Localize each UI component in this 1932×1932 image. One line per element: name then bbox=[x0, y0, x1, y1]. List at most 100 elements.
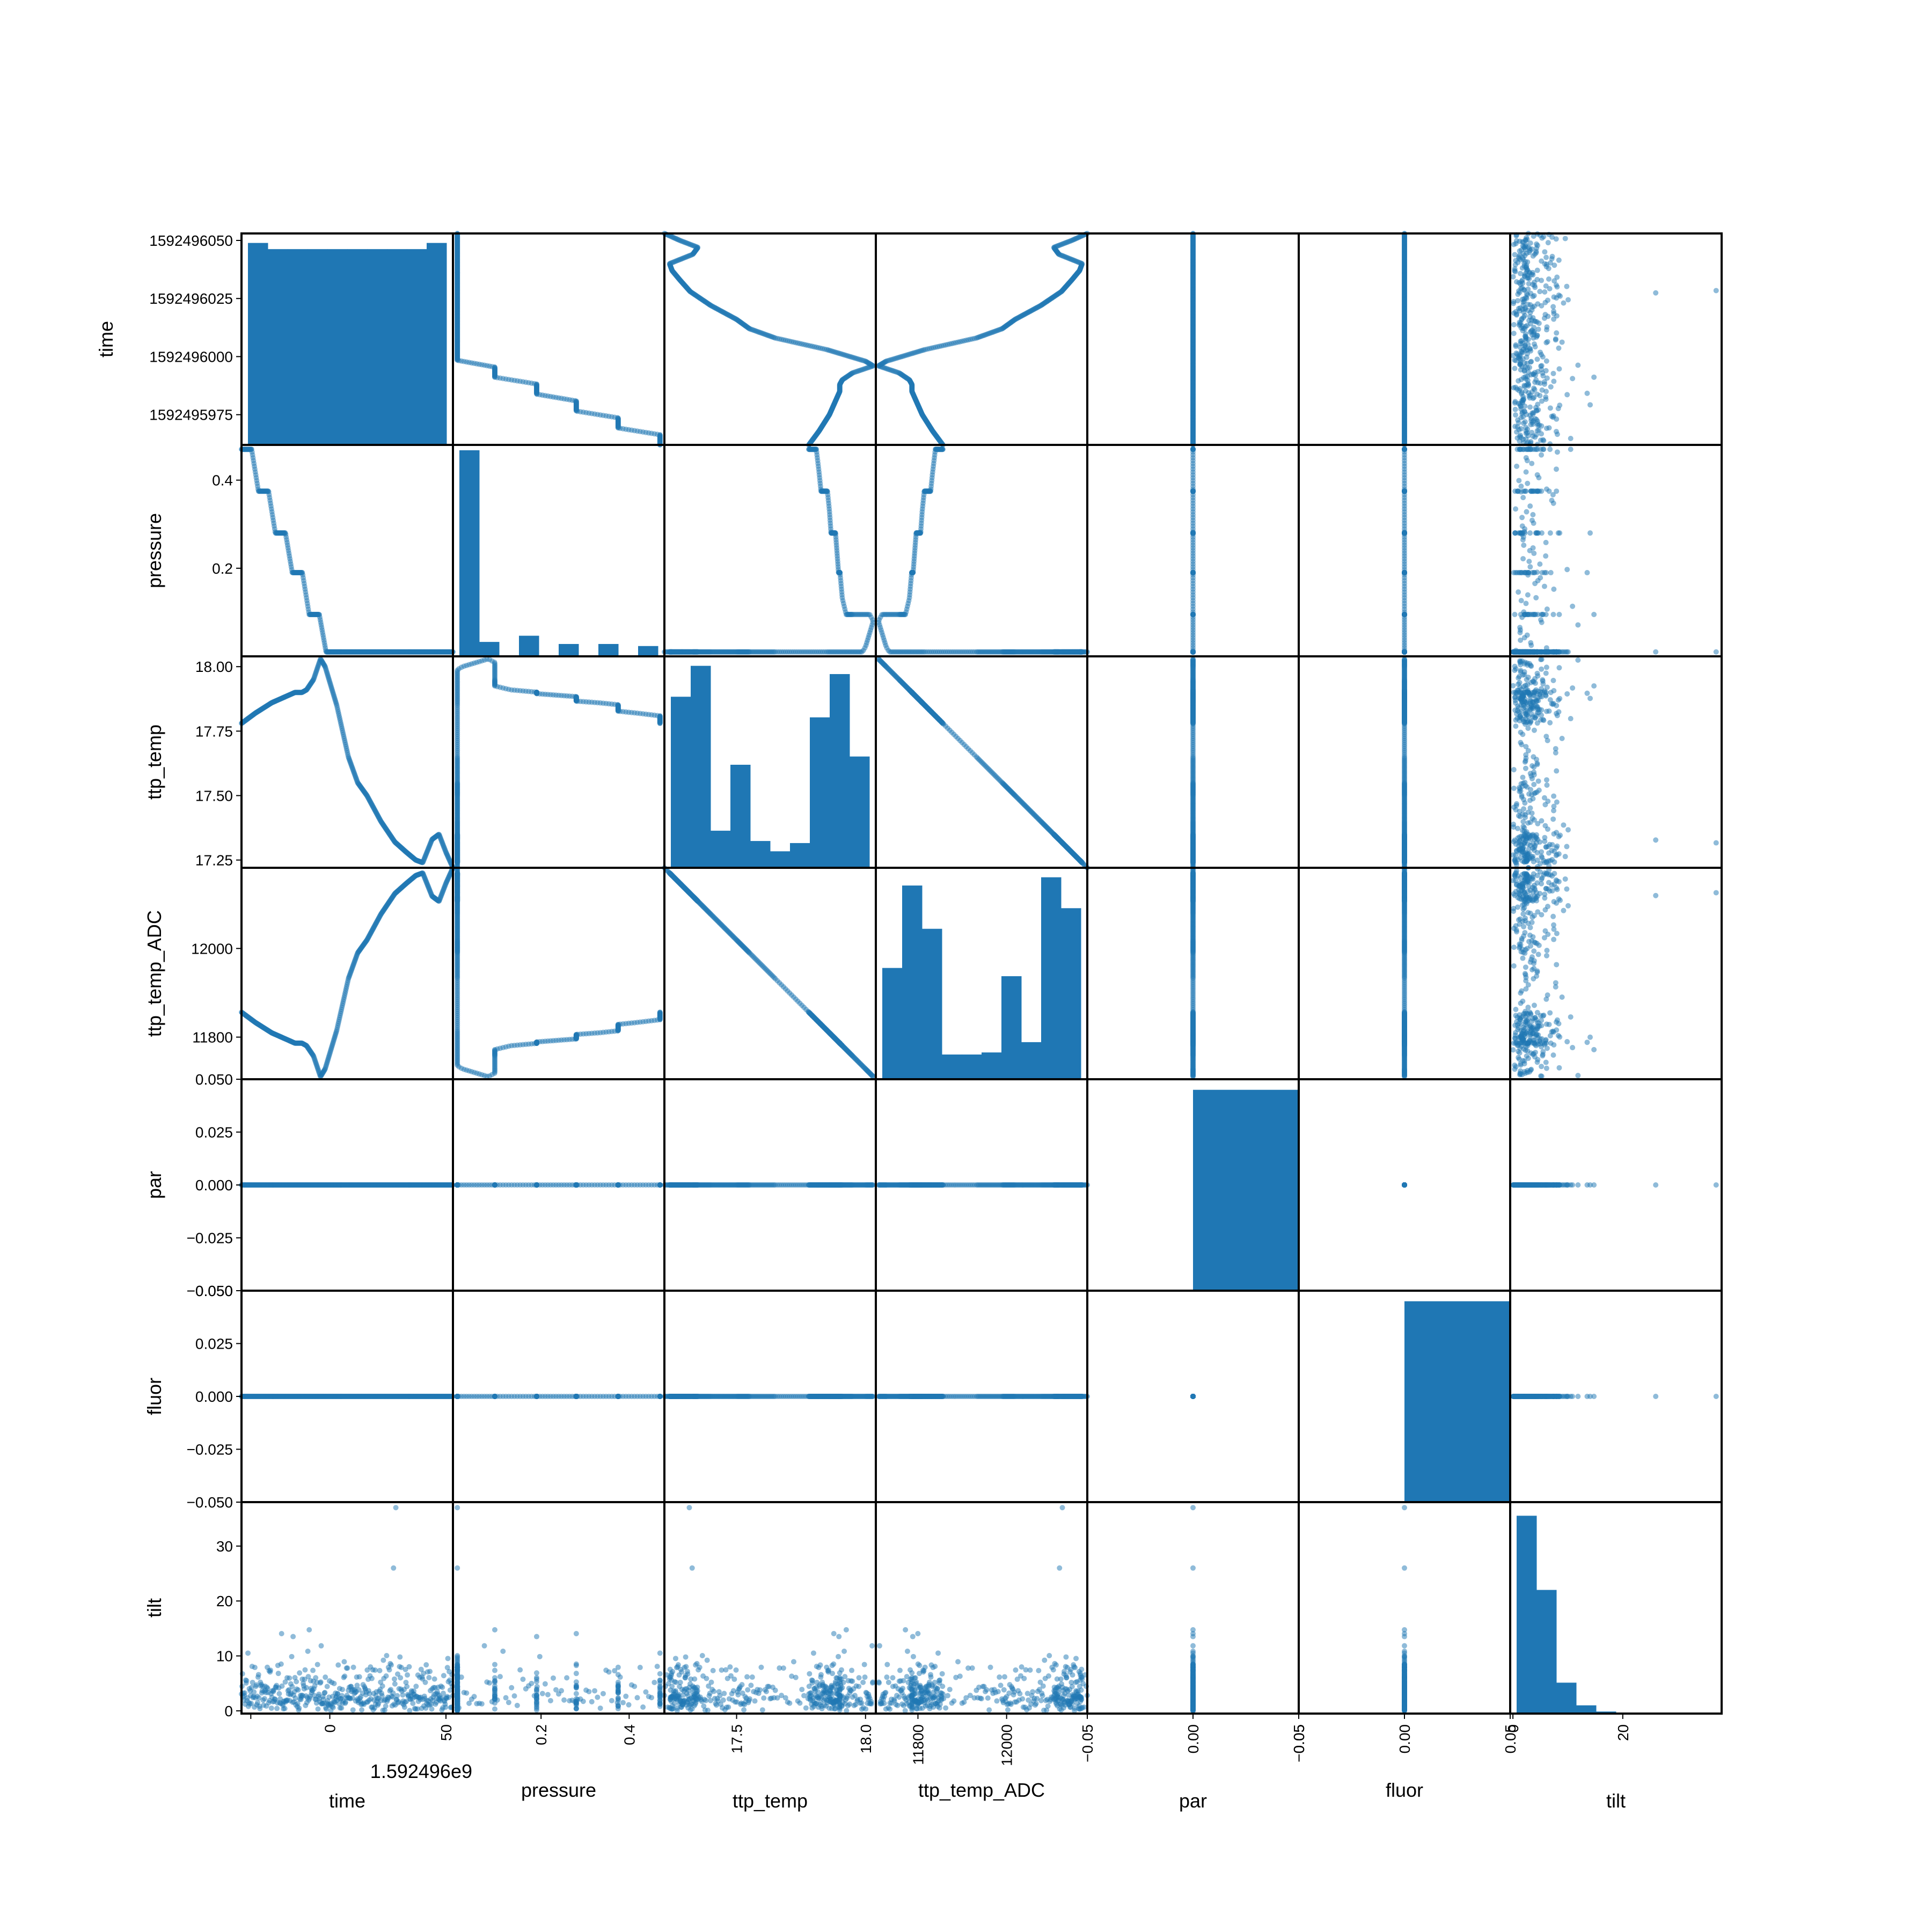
scatter-point-time-vs-tilt bbox=[1565, 297, 1571, 303]
scatter-point-time-vs-tilt bbox=[1556, 258, 1562, 263]
scatter-point-time-vs-tilt bbox=[1512, 252, 1517, 257]
scatter-point-time-vs-tilt bbox=[1540, 437, 1546, 443]
scatter-point-time-vs-tilt bbox=[1518, 271, 1523, 276]
scatter-point-time-vs-tilt bbox=[1528, 359, 1534, 364]
histogram-bar-tilt bbox=[1576, 1706, 1597, 1714]
scatter-point-time-vs-tilt bbox=[1548, 384, 1554, 390]
histogram-bar-ttp_temp_ADC bbox=[982, 1052, 1002, 1079]
scatter-point-time-vs-tilt bbox=[1538, 349, 1543, 355]
scatter-point-time-vs-tilt bbox=[1537, 289, 1542, 294]
scatter-point-time-vs-tilt bbox=[1542, 289, 1547, 295]
scatter-point-time-vs-tilt bbox=[1535, 301, 1540, 306]
scatter-point-time-vs-tilt bbox=[1549, 254, 1555, 259]
histogram-bar-time bbox=[288, 249, 308, 445]
scatter-point-time-vs-tilt bbox=[1545, 297, 1550, 303]
scatter-point-time-vs-tilt bbox=[1564, 284, 1569, 289]
scatter-point-time-vs-tilt bbox=[1528, 439, 1533, 444]
histogram-bar-time bbox=[387, 249, 407, 445]
scatter-point-time-vs-tilt bbox=[1714, 288, 1719, 293]
scatter-point-time-vs-tilt bbox=[1526, 281, 1532, 287]
scatter-point-time-vs-tilt bbox=[1539, 363, 1545, 368]
scatter-point-time-vs-tilt bbox=[1551, 413, 1556, 419]
histogram-bar-time bbox=[308, 249, 328, 445]
histogram-bar-ttp_temp_ADC bbox=[1061, 908, 1081, 1079]
histogram-bar-ttp_temp_ADC bbox=[922, 929, 942, 1079]
scatter-point-time-vs-tilt bbox=[1568, 436, 1574, 441]
scatter-point-time-vs-tilt bbox=[1563, 236, 1568, 241]
histogram-bar-ttp_temp_ADC bbox=[1001, 976, 1022, 1079]
histogram-bar-time bbox=[248, 243, 268, 445]
scatter-point-time-vs-tilt bbox=[1511, 274, 1516, 280]
scatter-point-time-vs-tilt bbox=[1552, 294, 1557, 299]
scatter-point-time-vs-tilt bbox=[1532, 341, 1537, 347]
scatter-point-time-vs-tilt bbox=[1544, 324, 1549, 330]
histogram-bar-ttp_temp bbox=[770, 851, 791, 868]
scatter-point-time-vs-tilt bbox=[1556, 346, 1561, 351]
histogram-bar-ttp_temp_ADC bbox=[962, 1055, 982, 1079]
scatter-point-time-vs-tilt bbox=[1584, 391, 1590, 396]
scatter-point-time-vs-tilt bbox=[1560, 340, 1565, 345]
histogram-bar-ttp_temp bbox=[750, 841, 771, 868]
scatter-point-time-vs-tilt bbox=[1535, 268, 1540, 273]
histogram-bar-pressure bbox=[519, 636, 539, 656]
scatter-point-time-vs-tilt bbox=[1587, 402, 1593, 407]
scatter-point-time-vs-tilt bbox=[1529, 430, 1534, 435]
scatter-point-time-vs-tilt bbox=[1545, 339, 1550, 345]
histogram-bar-ttp_temp bbox=[790, 843, 810, 868]
histogram-bar-pressure bbox=[479, 642, 500, 656]
scatter-point-time-vs-tilt bbox=[1534, 356, 1540, 362]
scatter-point-time-vs-tilt bbox=[1512, 399, 1518, 404]
scatter-point-time-vs-tilt bbox=[1514, 238, 1519, 244]
scatter-point-time-vs-tilt bbox=[1533, 377, 1539, 383]
scatter-point-time-vs-tilt bbox=[1564, 392, 1570, 397]
histogram-bar-ttp_temp_ADC bbox=[1041, 877, 1062, 1079]
scatter-point-time-vs-tilt bbox=[1534, 241, 1539, 247]
scatter-point-time-vs-tilt bbox=[1513, 385, 1518, 390]
scatter-point-time-vs-tilt bbox=[1550, 371, 1556, 376]
histogram-bar-fluor bbox=[1404, 1301, 1510, 1502]
scatter-point-time-vs-tilt bbox=[1539, 259, 1544, 264]
scatter-point-time-vs-tilt bbox=[1534, 392, 1540, 397]
scatter-point-time-vs-tilt bbox=[1511, 322, 1517, 327]
histogram-bar-time bbox=[407, 249, 427, 445]
scatter-point-time-vs-tilt bbox=[1653, 290, 1658, 296]
scatter-point-time-vs-tilt bbox=[1556, 292, 1562, 298]
histogram-bar-ttp_temp_ADC bbox=[942, 1055, 962, 1079]
scatter-point-time-vs-tilt bbox=[1542, 249, 1547, 254]
scatter-point-time-vs-tilt bbox=[1561, 301, 1566, 306]
scatter-point-time-vs-tilt bbox=[1527, 405, 1533, 410]
scatter-point-time-vs-tilt bbox=[1557, 402, 1562, 408]
histogram-bar-tilt bbox=[1536, 1590, 1557, 1714]
histogram-bar-ttp_temp bbox=[711, 831, 731, 868]
scatter-point-time-vs-tilt bbox=[1512, 366, 1517, 371]
histogram-bar-pressure bbox=[638, 646, 658, 656]
histogram-bar-pressure bbox=[598, 644, 619, 656]
scatter-point-time-vs-tilt bbox=[1543, 368, 1549, 374]
scatter-point-time-vs-tilt bbox=[1525, 287, 1531, 292]
scatter-point-time-vs-tilt bbox=[1544, 358, 1549, 364]
histogram-bar-ttp_temp_ADC bbox=[1021, 1042, 1042, 1079]
scatter-point-time-vs-tilt bbox=[1575, 362, 1580, 368]
histogram-bar-pressure bbox=[559, 644, 579, 656]
scatter-point-time-vs-tilt bbox=[1550, 304, 1556, 309]
scatter-point-time-vs-tilt bbox=[1542, 312, 1548, 317]
scatter-point-time-vs-tilt bbox=[1543, 255, 1549, 260]
histogram-bar-ttp_temp_ADC bbox=[902, 885, 923, 1079]
histogram-bar-ttp_temp bbox=[691, 666, 711, 868]
histogram-bar-ttp_temp_ADC bbox=[882, 968, 903, 1079]
scatter-point-time-vs-tilt bbox=[1513, 350, 1519, 356]
scatter-point-time-vs-tilt bbox=[1523, 389, 1528, 394]
scatter-point-time-vs-tilt bbox=[1546, 276, 1552, 282]
scatter-point-time-vs-tilt bbox=[1515, 298, 1520, 303]
scatter-point-time-vs-tilt bbox=[1523, 419, 1528, 425]
scatter-point-time-vs-tilt bbox=[1554, 429, 1559, 434]
scatter-point-time-vs-tilt bbox=[1556, 366, 1562, 371]
histogram-bar-ttp_temp bbox=[810, 718, 830, 868]
scatter-point-time-vs-tilt bbox=[1546, 240, 1551, 245]
scatter-point-time-vs-tilt bbox=[1548, 405, 1553, 411]
scatter-point-time-vs-tilt bbox=[1513, 407, 1518, 412]
histogram-bar-time bbox=[367, 249, 387, 445]
scatter-point-time-vs-tilt bbox=[1570, 376, 1575, 381]
scatter-point-pressure-vs-par bbox=[1190, 649, 1196, 655]
